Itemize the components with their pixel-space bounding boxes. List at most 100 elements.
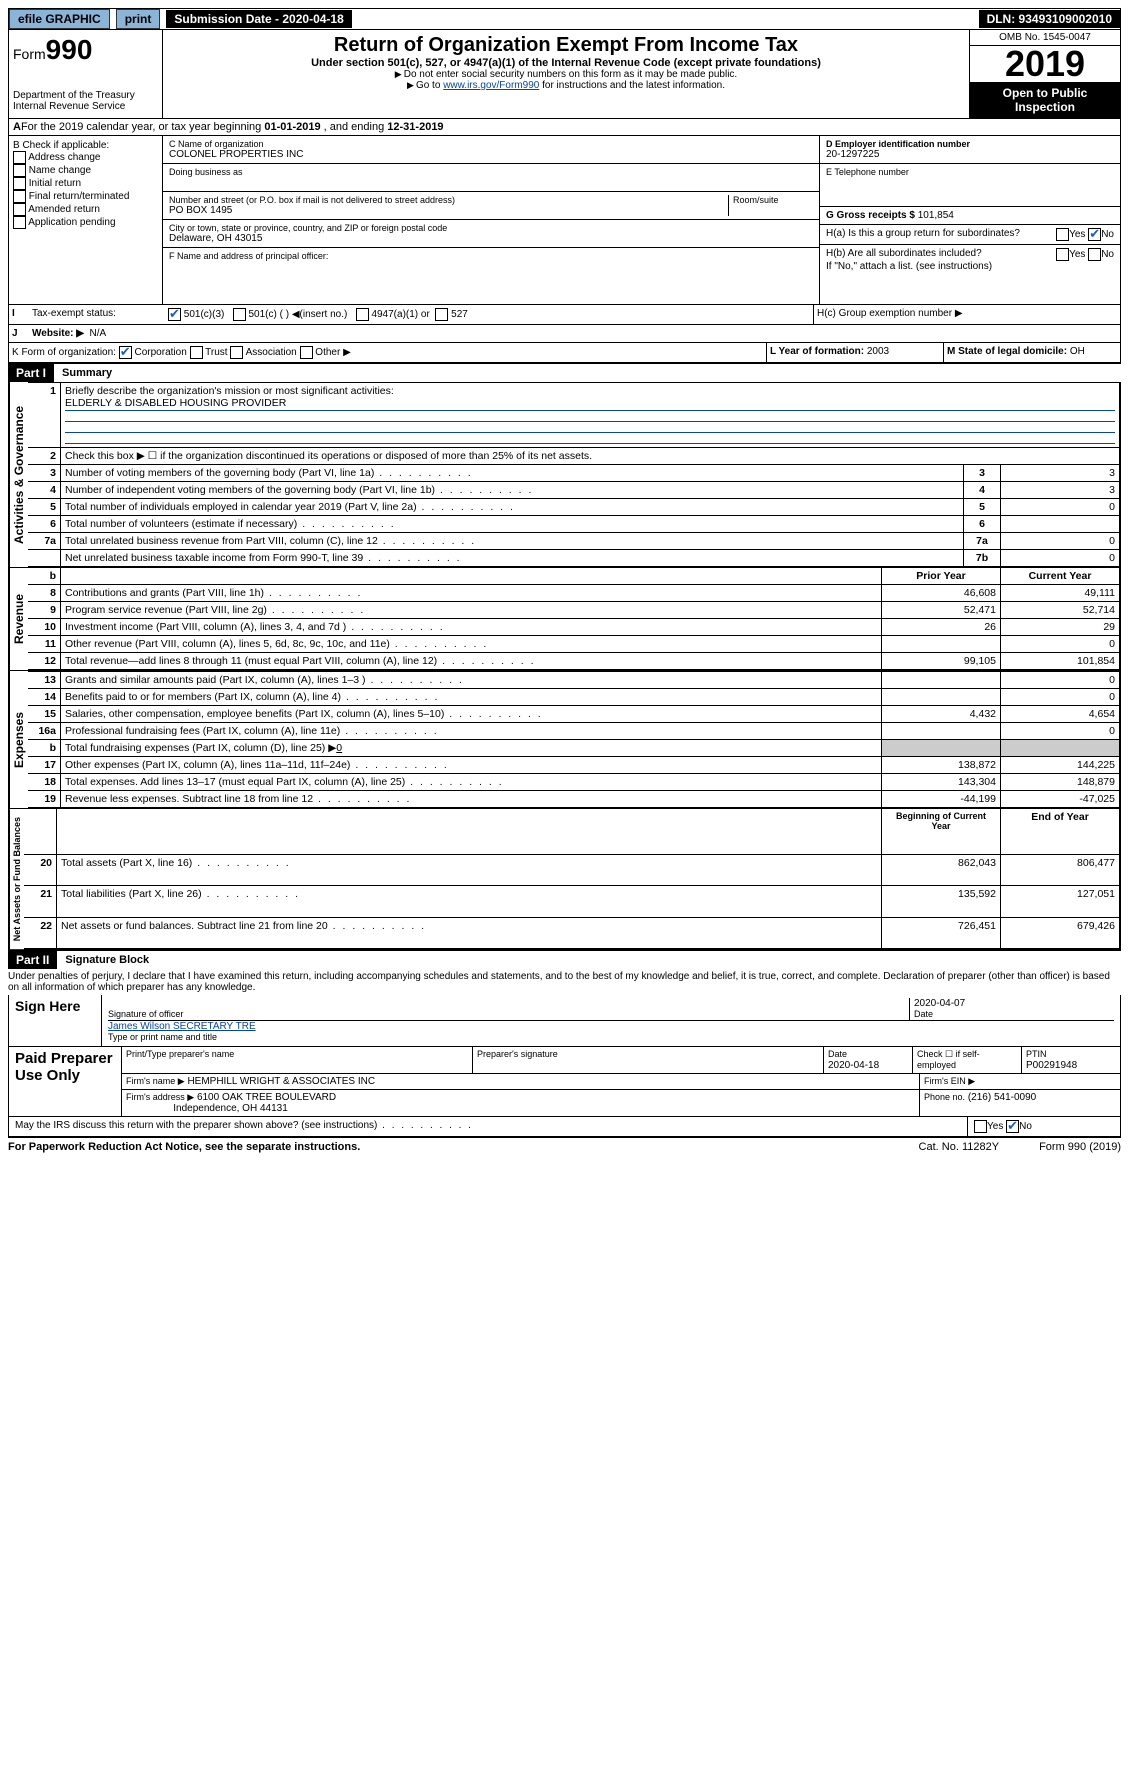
efile-button[interactable]: efile GRAPHIC — [9, 9, 110, 29]
period-row: AFor the 2019 calendar year, or tax year… — [8, 119, 1121, 136]
check-item[interactable]: Address change — [13, 151, 158, 164]
form-number: 990 — [46, 34, 93, 65]
open-to-public: Open to Public Inspection — [970, 82, 1120, 118]
no-label2: No — [1101, 249, 1114, 260]
j-label: Website: ▶ — [32, 328, 84, 339]
yes-label: Yes — [1069, 229, 1085, 240]
check-item[interactable]: Application pending — [13, 216, 158, 229]
self-emp-hdr: Check ☐ if self-employed — [913, 1047, 1022, 1073]
k-other: Other ▶ — [315, 347, 350, 358]
hb-label: H(b) Are all subordinates included? — [826, 248, 1056, 261]
signature-block: Sign Here Signature of officer2020-04-07… — [8, 995, 1121, 1137]
check-item[interactable]: Final return/terminated — [13, 190, 158, 203]
org-city: Delaware, OH 43015 — [169, 233, 813, 244]
part2-header: Part II Signature Block — [8, 950, 1121, 969]
form-ref: Form 990 (2019) — [1039, 1141, 1121, 1153]
netassets-section: Net Assets or Fund Balances Beginning of… — [8, 809, 1121, 950]
current-year-hdr: Current Year — [1001, 568, 1120, 585]
form-title: Return of Organization Exempt From Incom… — [167, 34, 965, 57]
prep-name-hdr: Print/Type preparer's name — [122, 1047, 473, 1073]
ag-vlabel: Activities & Governance — [9, 382, 28, 567]
data-row: 17Other expenses (Part IX, column (A), l… — [28, 757, 1120, 774]
footer: For Paperwork Reduction Act Notice, see … — [8, 1137, 1121, 1153]
cat-no: Cat. No. 11282Y — [919, 1141, 1000, 1153]
pra-notice: For Paperwork Reduction Act Notice, see … — [8, 1141, 360, 1153]
tax-year: 2019 — [970, 46, 1120, 82]
check-item[interactable]: Initial return — [13, 177, 158, 190]
part2-title: Signature Block — [57, 954, 149, 966]
name-title-label: Type or print name and title — [108, 1032, 217, 1042]
data-row: 22Net assets or fund balances. Subtract … — [24, 917, 1120, 948]
c-label: C Name of organization — [169, 139, 813, 149]
data-row: 21Total liabilities (Part X, line 26)135… — [24, 886, 1120, 917]
501c3: 501(c)(3) — [184, 309, 225, 320]
firm-phone: (216) 541-0090 — [968, 1092, 1036, 1103]
rev-vlabel: Revenue — [9, 568, 28, 670]
d-label: D Employer identification number — [826, 139, 1114, 149]
room-label: Room/suite — [733, 195, 813, 205]
line1-text: Briefly describe the organization's miss… — [65, 385, 394, 397]
period-end: 12-31-2019 — [387, 121, 443, 133]
part2-badge: Part II — [8, 951, 57, 969]
activities-governance: Activities & Governance 1 Briefly descri… — [8, 382, 1121, 568]
data-row: 19Revenue less expenses. Subtract line 1… — [28, 791, 1120, 808]
phone-label: Phone no. — [924, 1092, 965, 1102]
data-row: 12Total revenue—add lines 8 through 11 (… — [28, 653, 1120, 670]
check-item[interactable]: Name change — [13, 164, 158, 177]
f-label: F Name and address of principal officer: — [169, 251, 813, 261]
form-subtitle: Under section 501(c), 527, or 4947(a)(1)… — [167, 57, 965, 69]
summary-row: 6Total number of volunteers (estimate if… — [28, 516, 1120, 533]
line-i: I Tax-exempt status: 501(c)(3) 501(c) ( … — [8, 305, 1121, 325]
dln: DLN: 93493109002010 — [979, 10, 1120, 28]
dba-label: Doing business as — [169, 167, 813, 177]
527: 527 — [451, 309, 468, 320]
check-item[interactable]: Amended return — [13, 203, 158, 216]
officer-name[interactable]: James Wilson SECRETARY TRE — [108, 1021, 256, 1032]
i-label: Tax-exempt status: — [29, 305, 165, 324]
org-name: COLONEL PROPERTIES INC — [169, 149, 813, 160]
k-trust: Trust — [205, 347, 227, 358]
data-row: 10Investment income (Part VIII, column (… — [28, 619, 1120, 636]
form990-link[interactable]: www.irs.gov/Form990 — [443, 80, 539, 91]
data-row: 11Other revenue (Part VIII, column (A), … — [28, 636, 1120, 653]
beg-year-hdr: Beginning of Current Year — [882, 809, 1001, 854]
k-label: K Form of organization: — [12, 347, 116, 358]
data-row: 13Grants and similar amounts paid (Part … — [28, 672, 1120, 689]
form-header: Form990 Department of the Treasury Inter… — [8, 30, 1121, 119]
firm-addr-label: Firm's address ▶ — [126, 1092, 194, 1102]
hc-label: H(c) Group exemption number ▶ — [813, 305, 1120, 324]
domicile-state: OH — [1070, 346, 1085, 357]
addr-label: Number and street (or P.O. box if mail i… — [169, 195, 728, 205]
line16b-num: b — [28, 740, 61, 757]
prep-sig-hdr: Preparer's signature — [473, 1047, 824, 1073]
period-b: , and ending — [321, 121, 388, 133]
dept-treasury: Department of the Treasury — [13, 90, 158, 101]
net-vlabel: Net Assets or Fund Balances — [9, 809, 24, 949]
line-k: K Form of organization: Corporation Trus… — [8, 343, 1121, 363]
check-if-header: B Check if applicable: — [13, 140, 158, 151]
ein: 20-1297225 — [826, 149, 1114, 160]
prep-date: 2020-04-18 — [828, 1060, 879, 1071]
website: N/A — [90, 328, 107, 339]
prep-date-hdr: Date — [828, 1049, 847, 1059]
discuss-yes: Yes — [987, 1121, 1003, 1132]
mission: ELDERLY & DISABLED HOUSING PROVIDER — [65, 397, 286, 409]
yes-label2: Yes — [1069, 249, 1085, 260]
ptin: P00291948 — [1026, 1060, 1077, 1071]
print-button[interactable]: print — [116, 9, 161, 29]
paid-preparer: Paid Preparer Use Only — [9, 1047, 122, 1116]
k-assoc: Association — [246, 347, 297, 358]
summary-row: 7aTotal unrelated business revenue from … — [28, 533, 1120, 550]
firm-name: HEMPHILL WRIGHT & ASSOCIATES INC — [187, 1076, 375, 1087]
summary-row: 5Total number of individuals employed in… — [28, 499, 1120, 516]
revenue-section: Revenue bPrior YearCurrent Year 8Contrib… — [8, 568, 1121, 671]
expenses-section: Expenses 13Grants and similar amounts pa… — [8, 671, 1121, 809]
no-label: No — [1101, 229, 1114, 240]
prior-year-hdr: Prior Year — [882, 568, 1001, 585]
date-label: Date — [914, 1009, 933, 1019]
sign-here: Sign Here — [9, 995, 102, 1046]
org-address: PO BOX 1495 — [169, 205, 728, 216]
data-row: 8Contributions and grants (Part VIII, li… — [28, 585, 1120, 602]
discuss-no: No — [1019, 1121, 1032, 1132]
firm-addr2: Independence, OH 44131 — [173, 1103, 288, 1114]
